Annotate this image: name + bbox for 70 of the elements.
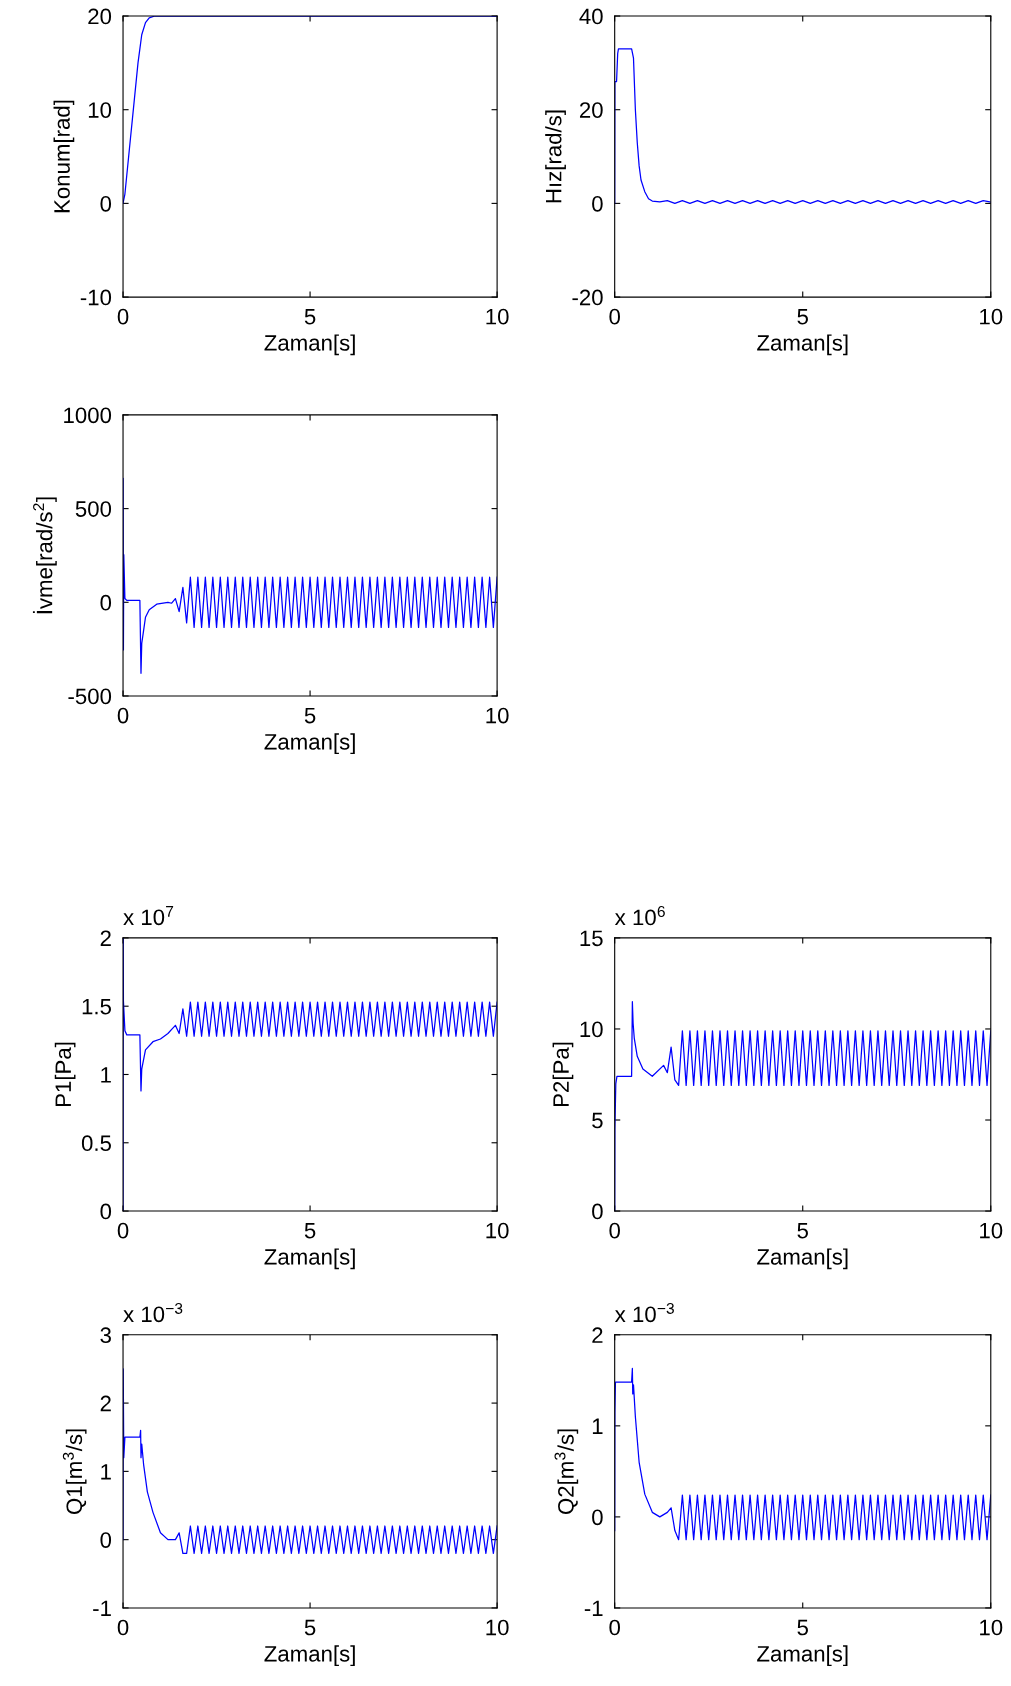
text: x 10$^{−3}$ (614, 1302, 674, 1323)
x-tick-label: 0 (117, 707, 129, 724)
x-tick-label: 0 (609, 308, 620, 325)
y-tick-label: 10 (88, 102, 112, 118)
text: x 10$^{7}$ (123, 906, 174, 926)
x-tick-label: 10 (486, 1619, 509, 1636)
x-tick-label: 5 (304, 1619, 316, 1636)
x-tick-label: 5 (797, 1222, 808, 1239)
line-series (614, 1367, 991, 1541)
y-tick-label: 40 (579, 8, 603, 25)
x-axis-title: Zaman[s] (264, 1645, 355, 1667)
y-tick-label: 0 (100, 1532, 112, 1548)
x-axis-title: Zaman[s] (757, 1248, 848, 1270)
y-tick-label: -500 (68, 688, 112, 705)
y-tick-label: 2 (592, 1327, 603, 1343)
x-tick-label: 10 (980, 1222, 1003, 1239)
y-tick-label: 1 (592, 1418, 603, 1434)
y-axis-title: Konum[rad] (53, 100, 75, 213)
x-tick-label: 10 (486, 308, 509, 325)
x-tick-label: 10 (486, 1222, 509, 1239)
text: x 10$^{−3}$ (123, 1302, 183, 1323)
y-tick-label: 0 (100, 195, 112, 212)
x-axis-title: Zaman[s] (264, 1248, 355, 1270)
y-tick-label: 1000 (64, 407, 112, 424)
y-tick-label: 10 (580, 1021, 603, 1038)
x-tick-label: 0 (609, 1222, 620, 1239)
y-tick-label: 1.5 (82, 998, 111, 1015)
x-tick-label: 10 (980, 308, 1003, 325)
x-axis-title: Zaman[s] (264, 334, 355, 356)
x-tick-label: 0 (117, 308, 129, 325)
x-axis-title: Zaman[s] (757, 334, 848, 356)
y-tick-label: 2 (100, 1395, 111, 1412)
y-tick-label: 2 (100, 930, 111, 946)
x-tick-label: 0 (117, 1222, 129, 1239)
y-tick-label: 15 (580, 930, 603, 947)
x-tick-label: 0 (609, 1619, 620, 1636)
y-axis-title: İvme[rad/s$^{2}$] (32, 497, 57, 614)
y-axis-title: Q2[m$^{3}$/s] (554, 1429, 579, 1514)
y-tick-label: 5 (592, 1112, 603, 1129)
y-axis-title: P1[Pa] (54, 1042, 76, 1107)
x-tick-label: 10 (486, 707, 509, 724)
y-tick-label: -20 (572, 289, 603, 306)
y-tick-label: -1 (584, 1600, 603, 1616)
y-axis-title: Hız[rad/s] (545, 110, 566, 203)
y-axis-title: Q1[m$^{3}$/s] (62, 1429, 87, 1514)
y-tick-label: 0 (592, 1509, 603, 1526)
y-tick-label: 500 (75, 501, 112, 517)
y-tick-label: -1 (93, 1600, 111, 1616)
y-tick-label: 0.5 (81, 1135, 111, 1152)
y-axis-title: P2[Pa] (552, 1042, 574, 1107)
x-tick-label: 5 (304, 1222, 316, 1239)
y-tick-label: 3 (100, 1327, 111, 1344)
y-tick-label: 0 (592, 195, 603, 212)
x-axis-title: Zaman[s] (757, 1645, 848, 1667)
x-tick-label: 5 (797, 1619, 808, 1636)
y-tick-label: 1 (101, 1464, 111, 1480)
y-tick-label: -10 (80, 289, 112, 306)
x-tick-label: 5 (304, 707, 316, 724)
y-tick-label: 0 (592, 1203, 603, 1220)
x-tick-label: 10 (980, 1619, 1003, 1636)
y-tick-label: 20 (579, 102, 603, 118)
y-tick-label: 0 (100, 594, 112, 611)
y-tick-label: 0 (100, 1203, 112, 1220)
y-tick-label: 1 (101, 1067, 111, 1083)
x-tick-label: 0 (117, 1619, 129, 1636)
x-tick-label: 5 (304, 309, 316, 325)
text: x 10$^{6}$ (614, 906, 665, 926)
x-axis-title: Zaman[s] (264, 733, 355, 755)
y-tick-label: 20 (88, 8, 112, 25)
x-tick-label: 5 (797, 309, 808, 325)
